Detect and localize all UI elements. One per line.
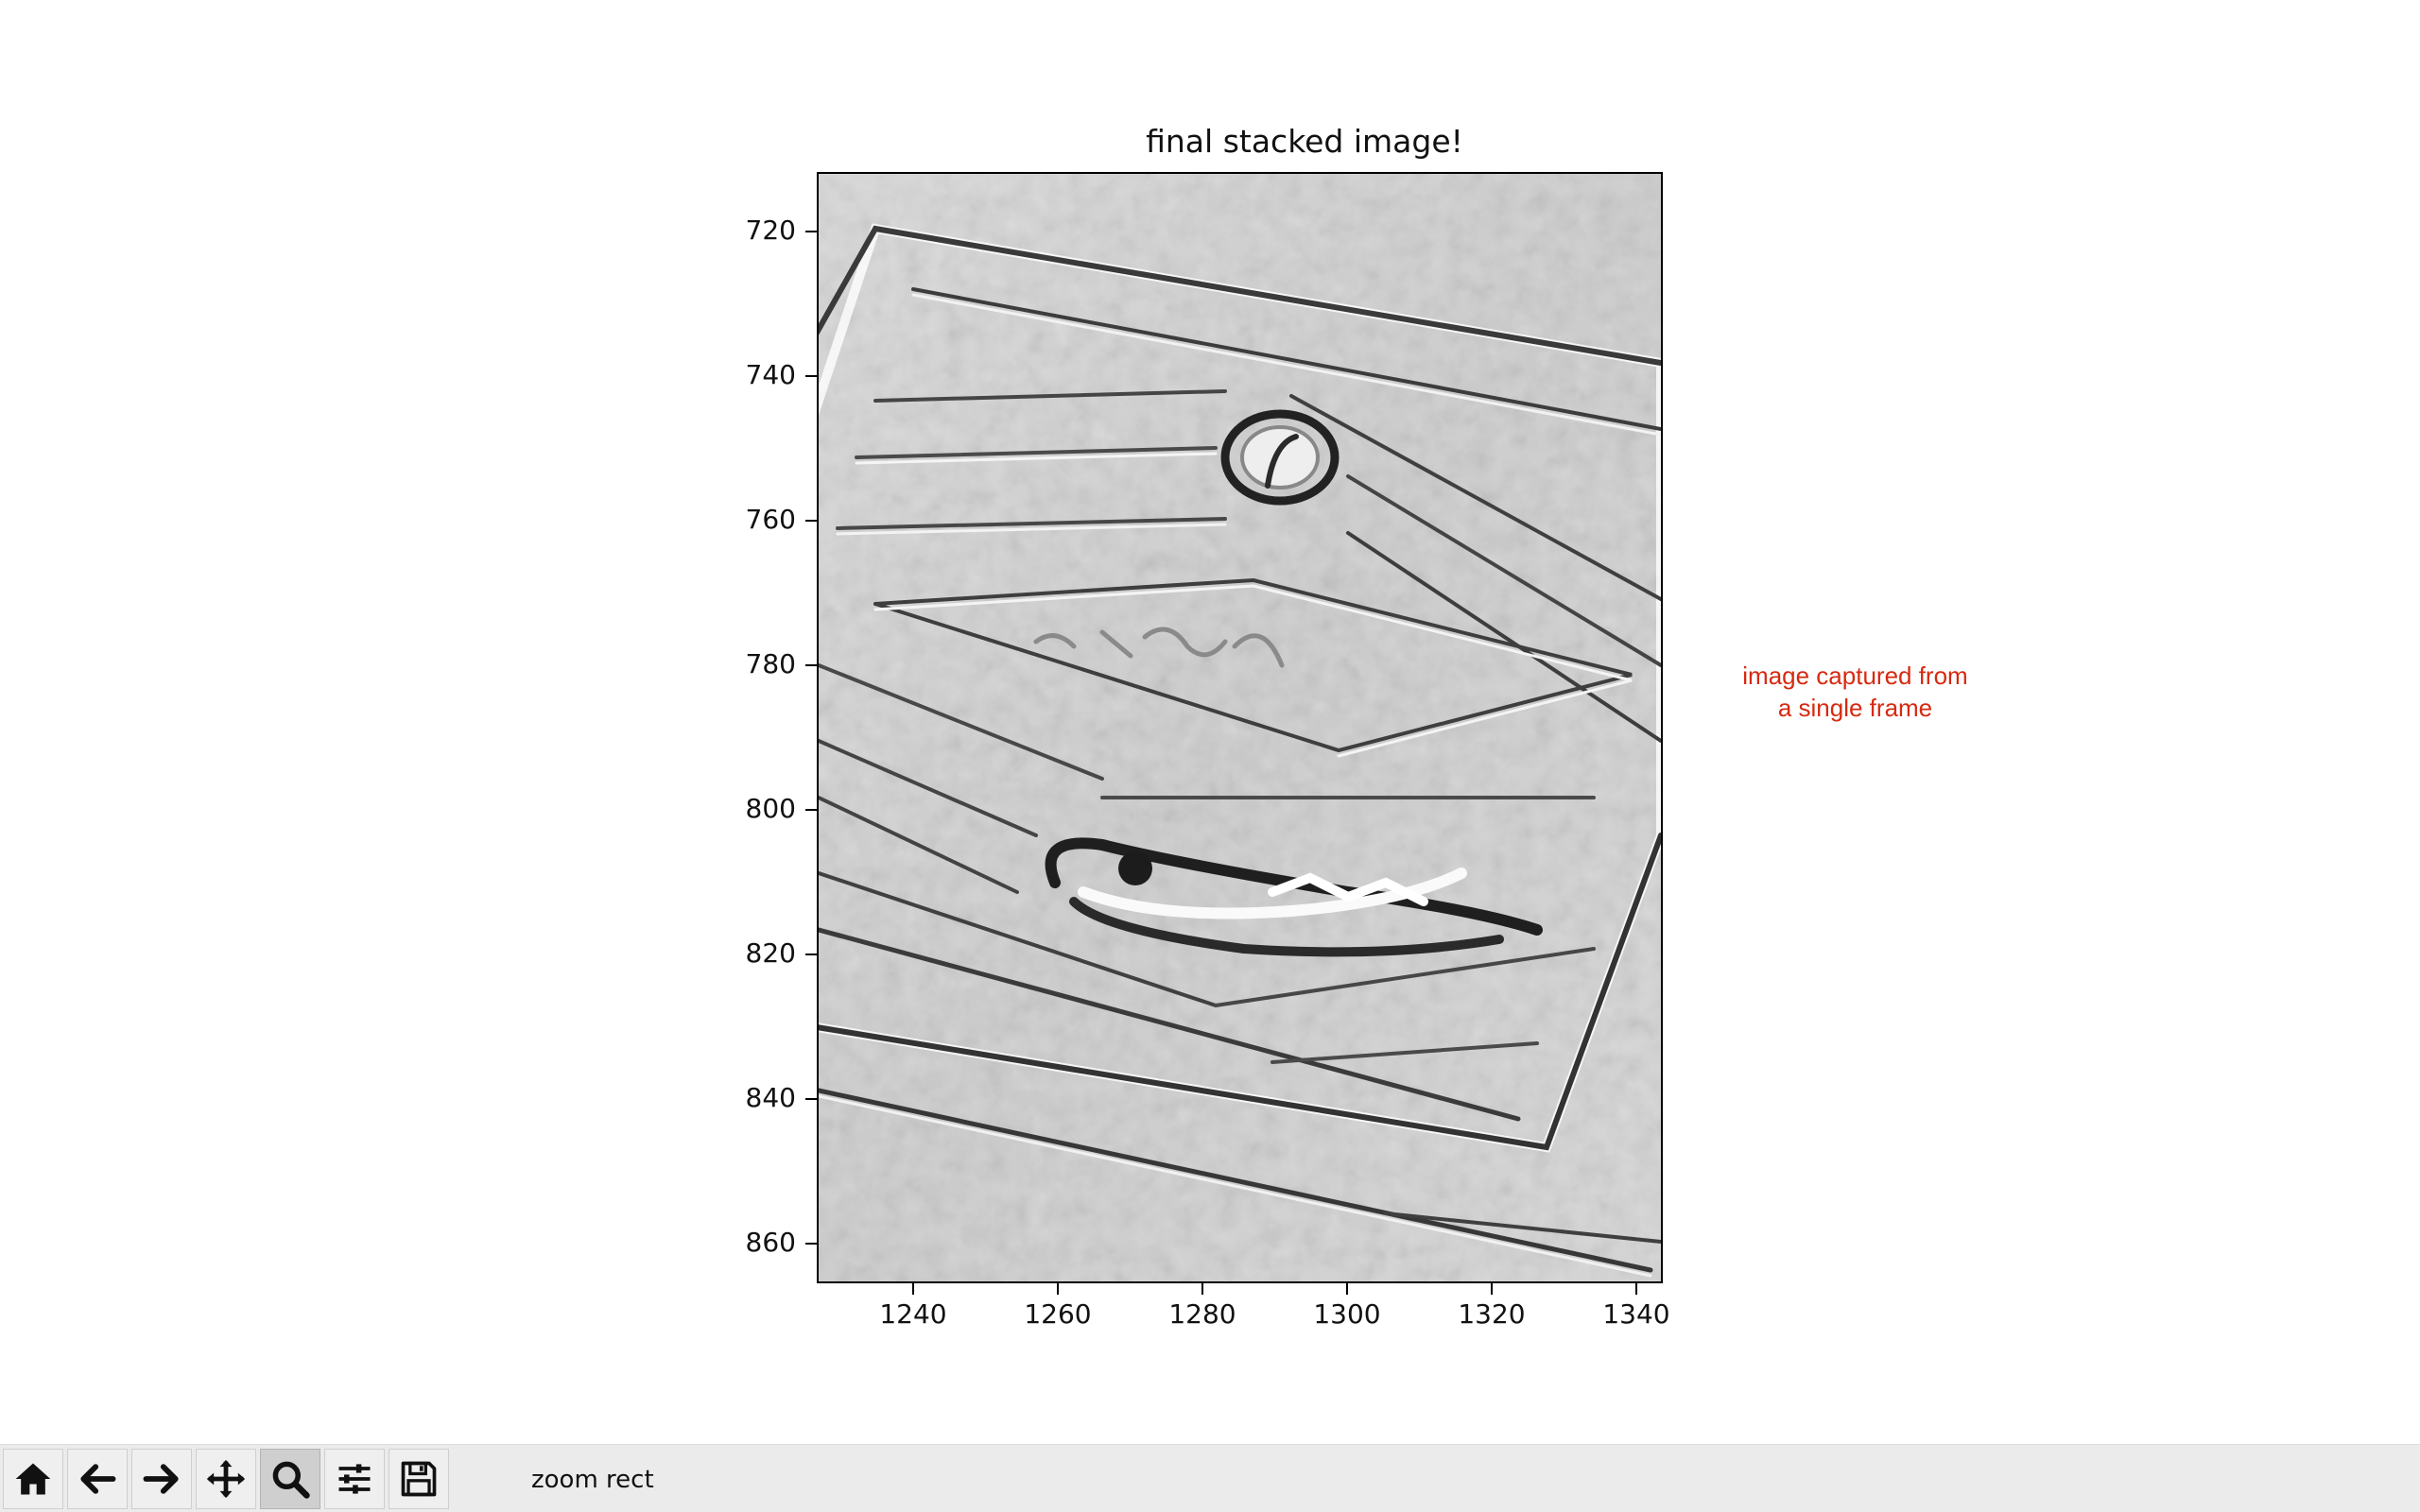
annotation-text: image captured from a single frame [1702, 660, 2009, 724]
xtick-mark [1491, 1283, 1493, 1295]
xtick-mark [1201, 1283, 1203, 1295]
status-message: zoom rect [531, 1466, 654, 1494]
arrow-right-icon [143, 1464, 179, 1494]
xtick-label: 1300 [1313, 1298, 1381, 1330]
ytick-mark [805, 1243, 817, 1245]
xtick-label: 1340 [1602, 1298, 1670, 1330]
pan-button[interactable] [196, 1449, 256, 1509]
ytick-label: 840 [745, 1082, 796, 1113]
xtick-mark [1057, 1283, 1059, 1295]
forward-button[interactable] [131, 1449, 192, 1509]
xtick-label: 1320 [1458, 1298, 1526, 1330]
ytick-mark [805, 1098, 817, 1100]
xtick-mark [912, 1283, 914, 1295]
zoom-button[interactable] [260, 1449, 320, 1509]
move-icon [206, 1459, 246, 1499]
ytick-label: 820 [745, 937, 796, 969]
ytick-label: 760 [745, 504, 796, 535]
ytick-label: 780 [745, 648, 796, 679]
stacked-image [819, 174, 1661, 1281]
annotation-line-2: a single frame [1777, 694, 1933, 722]
back-button[interactable] [67, 1449, 128, 1509]
home-icon [15, 1463, 51, 1495]
floppy-disk-icon [401, 1461, 437, 1497]
xtick-label: 1260 [1024, 1298, 1092, 1330]
ytick-mark [805, 375, 817, 377]
ytick-mark [805, 664, 817, 666]
plot-title: final stacked image! [1146, 123, 1463, 160]
xtick-mark [1635, 1283, 1637, 1295]
image-axes[interactable] [817, 172, 1663, 1283]
xtick-mark [1346, 1283, 1348, 1295]
xtick-label: 1240 [879, 1298, 947, 1330]
ytick-mark [805, 520, 817, 522]
ytick-mark [805, 231, 817, 232]
save-button[interactable] [389, 1449, 449, 1509]
arrow-left-icon [80, 1464, 116, 1494]
home-button[interactable] [3, 1449, 63, 1509]
figure-canvas: final stacked image! [745, 123, 2009, 1330]
sliders-icon [338, 1464, 371, 1494]
xtick-label: 1280 [1168, 1298, 1236, 1330]
ytick-mark [805, 809, 817, 811]
annotation-line-1: image captured from [1742, 662, 1968, 690]
ytick-mark [805, 954, 817, 955]
navigation-toolbar: zoom rect [0, 1444, 2420, 1512]
ytick-label: 800 [745, 793, 796, 824]
ytick-label: 860 [745, 1227, 796, 1258]
ytick-label: 740 [745, 359, 796, 390]
magnifier-icon [272, 1461, 310, 1499]
ytick-label: 720 [745, 215, 796, 246]
configure-subplots-button[interactable] [324, 1449, 385, 1509]
